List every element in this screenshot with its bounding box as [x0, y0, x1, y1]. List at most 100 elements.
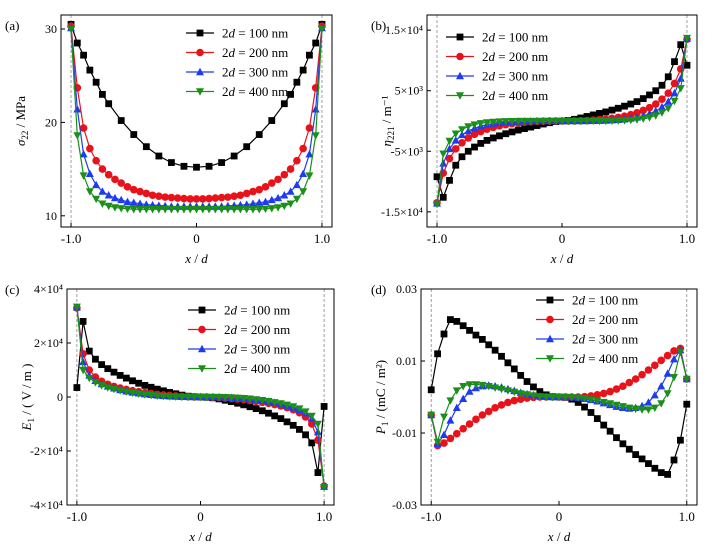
data-point — [313, 427, 322, 436]
data-point — [452, 403, 461, 411]
data-point — [265, 409, 272, 417]
data-point — [73, 132, 82, 140]
data-point — [246, 403, 254, 411]
data-point — [122, 388, 131, 396]
data-point — [601, 117, 610, 126]
data-point — [558, 117, 566, 126]
data-point — [458, 139, 466, 147]
data-point — [446, 397, 455, 405]
data-point — [530, 383, 537, 391]
data-point — [561, 393, 570, 402]
data-point — [230, 152, 238, 160]
legend-marker — [546, 315, 554, 324]
x-axis-label: x / d — [188, 529, 212, 544]
data-point — [249, 187, 257, 196]
data-point — [221, 394, 230, 402]
data-point — [657, 469, 665, 476]
data-point — [612, 385, 621, 393]
data-point — [85, 169, 94, 177]
data-point — [670, 355, 678, 363]
data-point — [593, 391, 602, 399]
data-point — [299, 144, 307, 153]
data-point — [608, 117, 616, 125]
data-point — [533, 117, 541, 126]
data-point — [242, 206, 251, 214]
data-point — [491, 384, 500, 392]
data-point — [535, 393, 544, 401]
data-point — [433, 200, 441, 209]
data-point — [508, 128, 516, 136]
data-point — [264, 397, 273, 406]
data-point — [299, 188, 308, 196]
panel-b: -1.0 0 1.0 -1.5×10⁴ -5×10³ 5×10³ 1.5×10⁴ x / d η… — [371, 14, 698, 266]
data-point — [516, 395, 525, 403]
data-point — [314, 469, 322, 476]
data-point — [287, 90, 294, 98]
data-point — [521, 125, 528, 132]
data-point — [683, 400, 691, 408]
data-point — [159, 393, 168, 401]
legend-marker — [198, 325, 206, 334]
data-point — [664, 73, 672, 81]
data-point — [295, 405, 304, 413]
data-point — [218, 159, 225, 166]
data-point — [483, 136, 491, 144]
data-point — [464, 147, 472, 155]
y-tick-label: 1.5×10⁴ — [385, 23, 423, 37]
data-point — [234, 399, 241, 407]
x-tick-label: 1.0 — [679, 231, 695, 246]
y-tick-label: -1.5×10⁴ — [381, 205, 423, 219]
data-point — [155, 152, 163, 160]
data-point — [299, 169, 308, 177]
data-point — [514, 126, 522, 134]
legend-marker — [546, 334, 554, 343]
data-point — [663, 351, 672, 360]
data-point — [230, 206, 239, 214]
data-point — [123, 197, 132, 205]
legend-marker — [456, 71, 464, 80]
data-point — [639, 106, 648, 115]
data-point — [545, 117, 554, 126]
data-point — [439, 150, 448, 158]
y-tick-label: -4×10⁴ — [30, 498, 63, 512]
data-point — [202, 393, 211, 402]
panel-label: (d) — [371, 282, 386, 297]
data-point — [593, 397, 602, 405]
y-tick-label: 30 — [45, 22, 57, 36]
data-point — [465, 387, 474, 395]
data-point — [523, 378, 531, 385]
data-point — [306, 51, 313, 59]
data-point — [639, 95, 647, 102]
data-point — [625, 404, 634, 412]
data-point — [79, 318, 87, 325]
data-point — [242, 200, 251, 208]
data-point — [142, 189, 151, 198]
data-point — [664, 105, 673, 113]
panel-label: (a) — [5, 18, 19, 33]
data-point — [503, 387, 512, 395]
data-point — [73, 39, 81, 47]
data-point — [596, 110, 603, 117]
x-tick-label: -1.0 — [61, 231, 82, 246]
data-point — [527, 123, 535, 131]
data-point — [633, 116, 641, 124]
data-point — [670, 88, 679, 97]
data-point — [320, 403, 328, 410]
data-point — [79, 149, 88, 158]
data-point — [586, 396, 595, 404]
data-point — [104, 170, 113, 179]
data-point — [280, 170, 289, 179]
data-point — [651, 464, 659, 472]
data-point — [305, 172, 314, 180]
data-point — [161, 193, 169, 201]
data-point — [663, 369, 672, 377]
data-point — [79, 124, 88, 132]
data-point — [155, 192, 163, 200]
data-point — [85, 374, 94, 383]
data-point — [663, 390, 672, 398]
data-point — [439, 193, 447, 201]
y-axis-label: P1 / (mC / m²) — [373, 360, 390, 435]
data-point — [148, 206, 157, 214]
data-point — [117, 179, 126, 187]
data-point — [564, 117, 573, 126]
